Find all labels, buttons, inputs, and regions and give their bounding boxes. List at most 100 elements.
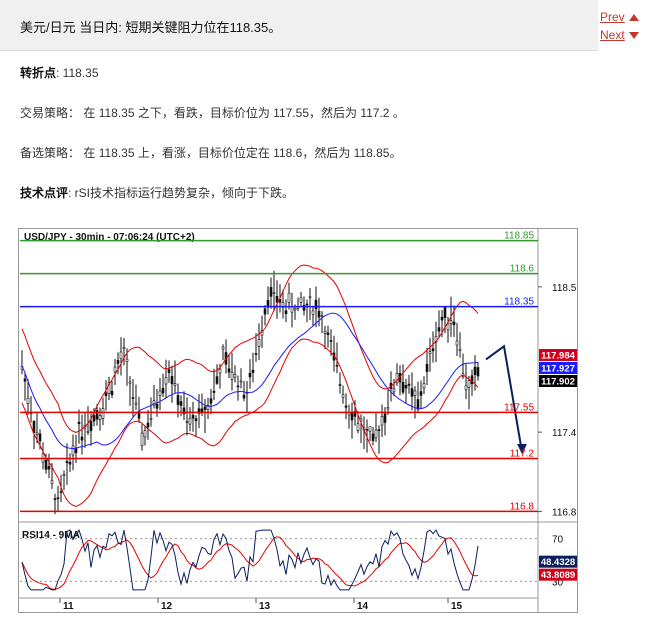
candle-body xyxy=(68,461,72,465)
candle-body xyxy=(80,436,84,441)
y-tick-label: 116.8 xyxy=(552,507,577,518)
candle-body xyxy=(125,358,129,362)
candle-body xyxy=(200,408,204,412)
level-label: 116.8 xyxy=(510,501,535,512)
headline-bar: 美元/日元 当日内: 短期关键阻力位在118.35。 xyxy=(0,0,598,51)
candle-body xyxy=(209,398,213,404)
candle-body xyxy=(386,407,390,410)
candle-body xyxy=(35,432,39,435)
candle-body xyxy=(56,497,60,499)
candle-body xyxy=(134,402,138,405)
candle-body xyxy=(473,366,477,375)
alt-strategy-text: 在 118.35 上，看涨，目标价位定在 118.6，然后为 118.85。 xyxy=(83,146,402,160)
candle-body xyxy=(185,421,189,423)
candle-body xyxy=(428,351,432,354)
candle-body xyxy=(122,346,126,349)
candle-body xyxy=(86,431,90,433)
candle-body xyxy=(197,408,201,414)
rsi-tick-label: 70 xyxy=(552,535,564,546)
candle-body xyxy=(131,397,135,399)
candle-body xyxy=(467,380,471,388)
candle-body xyxy=(107,382,111,394)
candle-body xyxy=(326,332,330,336)
candle-body xyxy=(437,327,441,332)
lower-band-line xyxy=(21,338,479,507)
candle-body xyxy=(257,339,261,347)
price-badge-label: 117.984 xyxy=(541,350,576,361)
candle-body xyxy=(320,315,324,317)
article-headline: 美元/日元 当日内: 短期关键阻力位在118.35。 xyxy=(20,20,282,35)
candle-body xyxy=(62,474,66,476)
candle-body xyxy=(335,364,339,367)
candle-body xyxy=(239,380,243,383)
rsi-title: RSI14 - 9MA xyxy=(22,530,80,541)
candle-body xyxy=(311,310,315,315)
candle-body xyxy=(143,430,147,438)
candle-body xyxy=(371,433,375,441)
candle-body xyxy=(128,381,132,384)
candle-body xyxy=(110,390,114,396)
candle-body xyxy=(218,368,222,374)
candle-body xyxy=(425,363,429,372)
candle-body xyxy=(344,405,348,408)
candle-body xyxy=(287,292,291,303)
candle-body xyxy=(419,391,423,396)
level-label: 117.2 xyxy=(510,449,535,460)
candle-body xyxy=(233,374,237,378)
candle-body xyxy=(149,417,153,420)
candle-body xyxy=(395,373,399,384)
rsi-badge xyxy=(539,568,577,581)
candle-body xyxy=(383,413,387,423)
candle-body xyxy=(242,394,246,399)
candle-body xyxy=(329,340,333,342)
candle-body xyxy=(53,498,57,500)
pager: Prev Next xyxy=(600,8,665,52)
candle-body xyxy=(254,353,258,355)
comment-label: 技术点评 xyxy=(20,186,69,200)
candle-body xyxy=(65,461,69,464)
level-label: 118.85 xyxy=(504,231,534,242)
next-link[interactable]: Next xyxy=(600,26,665,44)
price-badge-label: 117.902 xyxy=(541,376,575,387)
candle-body xyxy=(404,385,408,389)
projection-arrow-icon xyxy=(517,443,527,454)
candle-body xyxy=(212,390,216,393)
candle-body xyxy=(140,432,144,446)
candle-body xyxy=(314,299,318,310)
candle-body xyxy=(203,406,207,410)
next-label: Next xyxy=(600,28,625,42)
rsi-badge-label: 43.8089 xyxy=(541,570,575,581)
candle-body xyxy=(416,399,420,410)
candle-body xyxy=(413,390,417,396)
candle-body xyxy=(365,429,369,431)
candle-body xyxy=(155,403,159,409)
candle-body xyxy=(230,371,234,380)
x-tick-label: 15 xyxy=(451,601,463,612)
candle-body xyxy=(194,418,198,422)
y-tick-label: 118.5 xyxy=(552,283,577,294)
candle-body xyxy=(191,414,195,419)
candle-body xyxy=(422,383,426,389)
candle-body xyxy=(464,385,468,391)
level-label: 117.55 xyxy=(504,402,534,413)
pivot-label: 转折点 xyxy=(20,66,57,80)
candle-body xyxy=(431,348,435,352)
candle-body xyxy=(269,287,273,297)
rsi-badge xyxy=(539,555,577,568)
candle-body xyxy=(164,377,168,385)
pivot-line: 转折点: 118.35 xyxy=(20,64,99,81)
candle-body xyxy=(275,296,279,303)
prev-link[interactable]: Prev xyxy=(600,8,665,26)
candle-body xyxy=(188,418,192,425)
rsi-badge-label: 48.4328 xyxy=(541,557,575,568)
candle-body xyxy=(92,415,96,422)
candle-body xyxy=(323,330,327,334)
candle-body xyxy=(158,390,162,396)
candle-body xyxy=(116,360,120,364)
candle-body xyxy=(59,491,63,493)
projection-arrow-line xyxy=(485,344,523,453)
candle-body xyxy=(32,420,36,433)
candle-body xyxy=(104,392,108,396)
candle-body xyxy=(206,405,210,410)
candle-body xyxy=(407,383,411,386)
